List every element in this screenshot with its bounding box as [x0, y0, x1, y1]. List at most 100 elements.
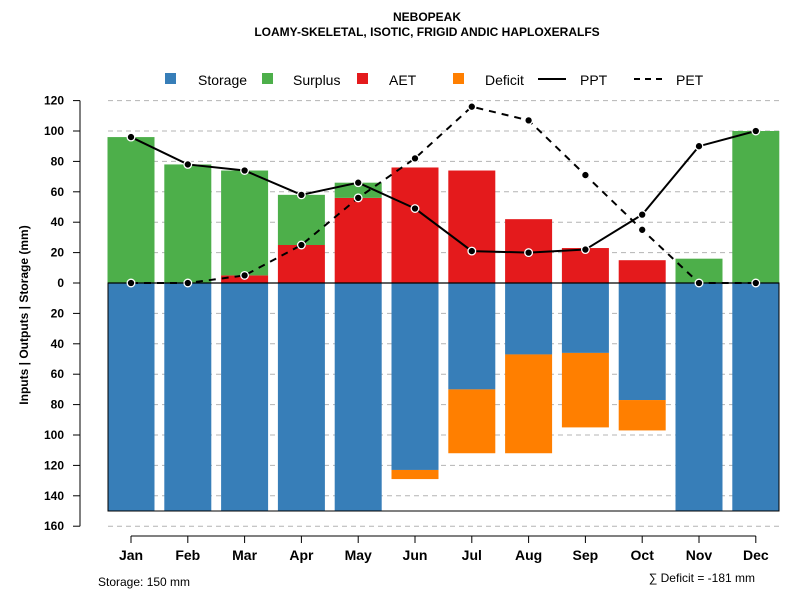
point-pet [296, 240, 306, 250]
point-pet [580, 170, 590, 180]
x-tick-label: Jul [462, 547, 482, 563]
x-tick-label: Dec [743, 547, 769, 563]
y-tick-label: 60 [51, 367, 65, 381]
bar-surplus [334, 182, 382, 198]
bar-storage [164, 283, 212, 511]
point-pet [524, 115, 534, 125]
point-ppt [296, 190, 306, 200]
bar-deficit [618, 400, 666, 431]
x-tick-label: Feb [175, 547, 200, 563]
y-tick-label: 20 [51, 306, 65, 320]
bar-storage [391, 283, 439, 470]
y-tick-label: 120 [44, 94, 64, 108]
y-axis-label: Inputs | Outputs | Storage (mm) [17, 225, 31, 404]
x-tick-label: Oct [631, 547, 655, 563]
chart-subtitle: LOAMY-SKELETAL, ISOTIC, FRIGID ANDIC HAP… [254, 25, 599, 39]
point-pet [240, 270, 250, 280]
gridlines [108, 100, 779, 527]
bar-storage [618, 283, 666, 401]
legend-label-storage: Storage [198, 72, 247, 88]
point-ppt [353, 178, 363, 188]
y-axis: 120 100 80 60 40 20 0 20 40 60 80 100 120 140 160 [44, 94, 81, 533]
point-ppt [240, 166, 250, 175]
point-ppt [467, 246, 477, 256]
x-tick-label: May [345, 547, 372, 563]
bar-storage [505, 283, 553, 355]
storage-frame [107, 282, 780, 512]
point-ppt [410, 204, 420, 213]
point-ppt [183, 159, 193, 169]
point-pet [410, 153, 420, 163]
y-tick-label: 100 [44, 124, 64, 138]
y-tick-label: 40 [51, 337, 65, 351]
point-pet [183, 278, 193, 288]
legend-swatch-aet [357, 73, 368, 84]
bar-deficit [448, 389, 496, 454]
bar-deficit [391, 469, 439, 480]
y-tick-label: 80 [51, 398, 65, 412]
y-tick-label: 100 [44, 428, 64, 442]
bar-aet [277, 245, 325, 283]
bar-deficit [561, 352, 609, 428]
x-tick-label: Nov [686, 547, 713, 563]
legend-label-aet: AET [389, 72, 417, 88]
bar-surplus [107, 137, 155, 283]
deficit-footnote: ∑ Deficit = -181 mm [649, 571, 755, 585]
y-tick-label: 120 [44, 458, 64, 472]
legend-swatch-surplus [262, 73, 273, 84]
bar-storage [334, 283, 382, 511]
line-ppt [130, 130, 757, 254]
y-tick-label: 140 [44, 489, 64, 503]
bars [107, 131, 780, 511]
legend-label-deficit: Deficit [485, 72, 524, 88]
bar-storage [448, 283, 496, 390]
bar-storage [561, 283, 609, 353]
point-ppt [637, 210, 647, 220]
point-pet [353, 193, 363, 203]
point-pet [751, 278, 761, 288]
x-tick-label: Jan [119, 547, 143, 563]
point-pet [467, 102, 477, 112]
x-tick-label: Sep [573, 547, 599, 563]
legend-label-ppt: PPT [580, 72, 608, 88]
y-tick-label: 160 [44, 519, 64, 533]
x-tick-label: Apr [289, 547, 314, 563]
x-tick-label: Jun [403, 547, 428, 563]
bar-storage [675, 283, 723, 511]
point-ppt [694, 141, 704, 151]
storage-footnote: Storage: 150 mm [98, 575, 190, 589]
bar-storage [221, 283, 269, 511]
y-tick-label: 40 [51, 215, 65, 229]
x-tick-label: Mar [232, 547, 257, 563]
point-ppt [580, 245, 590, 255]
line-pet [131, 105, 756, 284]
point-pet [637, 225, 647, 235]
bar-surplus [732, 131, 780, 283]
bar-aet [448, 170, 496, 283]
legend-swatch-storage [165, 73, 176, 84]
bar-deficit [505, 354, 553, 454]
point-ppt [524, 248, 534, 258]
bar-aet [334, 197, 382, 283]
bar-storage [277, 283, 325, 511]
legend-label-surplus: Surplus [293, 72, 340, 88]
series-points [126, 102, 761, 288]
chart-title: NEBOPEAK [393, 10, 461, 24]
bar-aet [618, 260, 666, 283]
y-tick-label: 0 [57, 276, 64, 290]
legend-swatch-deficit [453, 73, 464, 84]
point-pet [694, 278, 704, 288]
bar-surplus [164, 164, 212, 283]
bar-storage [732, 283, 780, 511]
bar-surplus [221, 170, 269, 276]
bar-aet [391, 167, 439, 283]
x-axis: Jan Feb Mar Apr May Jun Jul Aug Sep Oct Nov Dec [119, 535, 769, 563]
bar-surplus [277, 194, 325, 245]
x-tick-label: Aug [515, 547, 542, 563]
series-lines [130, 105, 757, 284]
legend-label-pet: PET [676, 72, 704, 88]
y-tick-label: 60 [51, 185, 65, 199]
point-ppt [751, 126, 761, 136]
legend: Storage Surplus AET Deficit PPT PET [165, 72, 704, 88]
